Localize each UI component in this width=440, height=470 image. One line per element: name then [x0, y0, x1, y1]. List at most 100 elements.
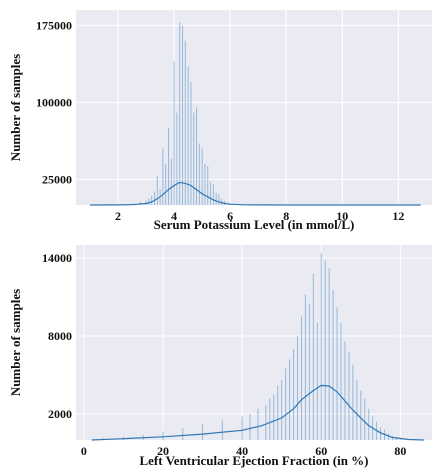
histogram-bar	[196, 107, 198, 205]
histogram-bar	[336, 307, 338, 440]
histogram-bar	[308, 303, 310, 440]
x-tick-label: 80	[394, 444, 406, 458]
histogram-bar	[348, 351, 350, 440]
histogram-bar	[332, 290, 334, 440]
histogram-bar	[162, 431, 164, 440]
x-tick-label: 60	[315, 444, 327, 458]
x-tick-label: 12	[392, 209, 404, 223]
histogram-bar	[387, 433, 389, 440]
histogram-bar	[391, 436, 393, 440]
y-ticks: 2000 8000 14000	[42, 251, 72, 421]
histogram-bar	[281, 380, 283, 440]
ejection-fraction-chart: 0 20 40 60 80 2000 8000 14000 Left Ventricular…	[8, 245, 432, 468]
histogram-bar	[352, 364, 354, 440]
x-ticks: 0 20 40 60 80	[81, 444, 406, 458]
y-tick-label: 14000	[42, 251, 72, 265]
histogram-bar	[395, 437, 397, 440]
x-tick-label: 10	[336, 209, 348, 223]
histogram-bar	[316, 323, 318, 440]
plot-area	[76, 10, 432, 205]
histogram-bar	[153, 191, 155, 205]
histogram-bar	[176, 112, 178, 205]
histogram-bar	[212, 184, 214, 205]
x-tick-label: 2	[115, 209, 121, 223]
histogram-bar	[241, 416, 243, 440]
histogram-bar	[190, 81, 192, 205]
histogram-bar	[360, 390, 362, 440]
histogram-bar	[221, 198, 223, 205]
histogram-bar	[269, 398, 271, 440]
histogram-bar	[184, 40, 186, 205]
histogram-bar	[285, 368, 287, 440]
histogram-bar	[368, 408, 370, 440]
histogram-bar	[198, 143, 200, 205]
kde-curve	[89, 181, 421, 206]
histogram-bar	[215, 192, 217, 205]
histogram-bar	[148, 198, 150, 205]
histogram-bar	[182, 25, 184, 205]
histogram-bar	[364, 398, 366, 440]
histogram-bar	[165, 163, 167, 205]
histogram-bar	[210, 182, 212, 205]
x-axis-label: Left Ventricular Ejection Fraction (in %…	[139, 453, 368, 468]
histogram-bar	[162, 148, 164, 205]
x-tick-label: 40	[236, 444, 248, 458]
histogram-bar	[340, 323, 342, 440]
histogram-bar	[300, 316, 302, 440]
y-axis-label: Number of samples	[8, 54, 23, 161]
histogram-bar	[312, 273, 314, 440]
plot-area	[76, 245, 432, 440]
y-tick-label: 8000	[48, 329, 72, 343]
x-ticks: 2 4 6 8 10 12	[115, 209, 404, 223]
histogram-bar	[265, 404, 267, 440]
histogram-bar	[201, 148, 203, 205]
histogram-bar	[399, 438, 401, 440]
histogram-bar	[257, 408, 259, 440]
x-tick-label: 8	[283, 209, 289, 223]
histogram-bar	[207, 166, 209, 205]
histogram-bar	[289, 359, 291, 440]
histogram-bar	[168, 128, 170, 205]
histogram-bars	[103, 252, 401, 440]
histogram-bar	[182, 428, 184, 440]
histogram-bar	[297, 336, 299, 440]
histogram-bar	[202, 424, 204, 440]
x-tick-label: 6	[227, 209, 233, 223]
histogram-bar	[328, 268, 330, 440]
x-tick-label: 0	[81, 444, 87, 458]
histogram-bar	[320, 252, 322, 440]
histogram-bar	[356, 380, 358, 440]
histogram-bar	[179, 22, 181, 205]
y-ticks: 25000 100000 175000	[36, 18, 72, 186]
serum-potassium-chart: 2 4 6 8 10 12 25000 100000 175000 Serum Potassi…	[8, 10, 432, 232]
gridlines	[76, 10, 432, 205]
histogram-bar	[193, 112, 195, 205]
histogram-bar	[273, 394, 275, 440]
histogram-bar	[304, 294, 306, 440]
histogram-bar	[145, 200, 147, 205]
histogram-bar	[187, 66, 189, 206]
histogram-bar	[218, 194, 220, 205]
histogram-bar	[156, 176, 158, 205]
x-axis-label: Serum Potassium Level (in mmol/L)	[154, 217, 355, 232]
histogram-bar	[293, 349, 295, 440]
histogram-bar	[151, 195, 153, 205]
histogram-bar	[344, 341, 346, 440]
y-tick-label: 175000	[36, 18, 72, 32]
y-tick-label: 2000	[48, 407, 72, 421]
y-tick-label: 100000	[36, 95, 72, 109]
x-tick-label: 4	[171, 209, 177, 223]
histogram-bar	[324, 260, 326, 440]
histogram-bar	[277, 385, 279, 440]
histogram-bar	[249, 414, 251, 440]
histogram-bar	[170, 158, 172, 205]
histogram-bar	[173, 61, 175, 205]
histogram-bars	[89, 22, 259, 206]
x-tick-label: 20	[157, 444, 169, 458]
kde-curve	[91, 384, 425, 441]
y-tick-label: 25000	[42, 172, 72, 186]
histogram-bar	[221, 420, 223, 440]
histogram-bar	[204, 163, 206, 205]
y-axis-label: Number of samples	[8, 289, 23, 396]
